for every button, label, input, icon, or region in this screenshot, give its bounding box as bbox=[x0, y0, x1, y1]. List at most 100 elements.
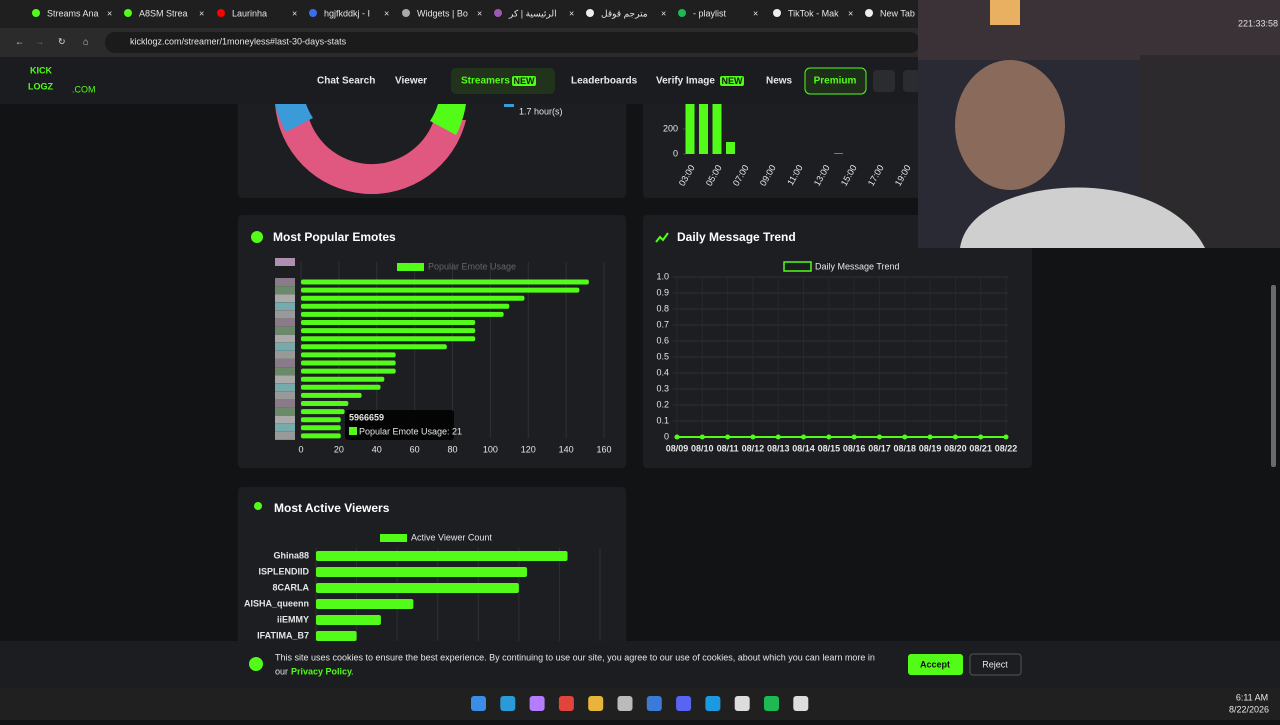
taskbar-icon[interactable] bbox=[705, 696, 721, 711]
bar bbox=[301, 409, 345, 415]
tab-close[interactable]: × bbox=[292, 8, 297, 18]
icon-button[interactable] bbox=[903, 70, 920, 92]
emote-image bbox=[275, 310, 295, 319]
privacy-link[interactable]: Privacy Policy bbox=[291, 666, 352, 676]
bar bbox=[301, 344, 447, 350]
cookie-icon bbox=[249, 657, 263, 671]
bar bbox=[301, 392, 362, 398]
y-tick-label: 0.1 bbox=[656, 415, 669, 425]
webcam-person bbox=[955, 60, 1065, 190]
tab-title[interactable]: Widgets | Bo bbox=[417, 8, 468, 18]
emote-image bbox=[275, 294, 295, 303]
badge: NEW bbox=[514, 76, 536, 86]
scrollbar[interactable] bbox=[1271, 285, 1276, 467]
nav-item[interactable]: Leaderboards bbox=[571, 76, 638, 87]
taskbar-icon[interactable] bbox=[646, 696, 662, 711]
bar bbox=[316, 567, 527, 577]
logo: .COM bbox=[72, 84, 96, 94]
taskbar-icon[interactable] bbox=[617, 696, 633, 711]
omnibox[interactable] bbox=[105, 32, 920, 53]
clock-time: 6:11 AM bbox=[1236, 692, 1268, 702]
card-title: Daily Message Trend bbox=[677, 230, 796, 244]
x-tick-label: 100 bbox=[483, 444, 498, 454]
nav-item[interactable]: Viewer bbox=[395, 76, 427, 87]
taskbar-icon[interactable] bbox=[500, 696, 516, 711]
tab-title[interactable]: TikTok - Mak bbox=[788, 8, 839, 18]
taskbar-icon[interactable] bbox=[471, 696, 486, 711]
point bbox=[699, 434, 705, 440]
home[interactable]: ⌂ bbox=[83, 36, 88, 46]
legend-label: Popular Emote Usage bbox=[428, 261, 516, 271]
bar bbox=[726, 142, 735, 154]
bar bbox=[301, 320, 476, 325]
emote-image bbox=[275, 342, 295, 351]
taskbar-icon[interactable] bbox=[793, 696, 809, 711]
icon-button[interactable] bbox=[873, 70, 895, 92]
y-tick-label: 0.6 bbox=[656, 335, 669, 345]
bar bbox=[301, 360, 396, 366]
accept-button[interactable] bbox=[908, 654, 963, 675]
bar bbox=[699, 104, 708, 154]
tab-close[interactable]: × bbox=[569, 8, 574, 18]
tab-title[interactable]: - playlist bbox=[693, 8, 727, 18]
taskbar-icon[interactable] bbox=[764, 696, 779, 711]
badge: NEW bbox=[722, 76, 744, 86]
webcam-lamp bbox=[990, 0, 1020, 25]
y-tick-label: 0.3 bbox=[656, 383, 669, 393]
tab-title[interactable]: مترجم قوقل bbox=[601, 8, 648, 19]
tab-title[interactable]: Laurinha bbox=[232, 8, 267, 18]
tab-close[interactable]: × bbox=[661, 8, 666, 18]
x-tick-label: 60 bbox=[410, 444, 420, 454]
tab-close[interactable]: × bbox=[753, 8, 758, 18]
nav-item[interactable]: Verify Image bbox=[656, 76, 715, 87]
nav-item[interactable]: Streamers bbox=[461, 76, 510, 87]
logo[interactable]: LOGZ bbox=[28, 81, 53, 91]
legend-swatch bbox=[397, 263, 424, 271]
premium-button[interactable] bbox=[804, 67, 867, 95]
logo[interactable]: KICK bbox=[30, 65, 52, 75]
card-title: Most Active Viewers bbox=[274, 501, 390, 515]
tab-close[interactable]: × bbox=[848, 8, 853, 18]
y-tick-label: 0.7 bbox=[656, 319, 669, 329]
bar bbox=[301, 328, 476, 334]
nav-forward[interactable]: → bbox=[35, 36, 44, 46]
emote-image bbox=[275, 359, 295, 367]
emote-image bbox=[275, 258, 295, 266]
tab-title[interactable]: New Tab bbox=[880, 8, 915, 18]
emote-image bbox=[275, 350, 295, 359]
tab-close[interactable]: × bbox=[199, 8, 204, 18]
y-tick-label: Ghina88 bbox=[273, 550, 309, 560]
taskbar-icon[interactable] bbox=[588, 696, 604, 711]
tab-close[interactable]: × bbox=[477, 8, 482, 18]
reject-button[interactable] bbox=[969, 653, 1022, 676]
legend-swatch bbox=[380, 534, 407, 542]
nav-item[interactable]: News bbox=[766, 76, 793, 87]
tab-title[interactable]: Streams Ana bbox=[47, 8, 99, 18]
tab-title[interactable]: A8SM Strea bbox=[139, 8, 188, 18]
nav-item[interactable]: Chat Search bbox=[317, 76, 375, 87]
taskbar-icon[interactable] bbox=[558, 696, 574, 711]
emote-image bbox=[275, 278, 295, 286]
tab-close[interactable]: × bbox=[107, 8, 112, 18]
tooltip-label: Popular Emote Usage: 21 bbox=[359, 426, 462, 436]
reload[interactable]: ↻ bbox=[58, 36, 66, 46]
bar bbox=[316, 551, 568, 561]
x-tick-label: 08/19 bbox=[919, 443, 942, 453]
tab-icon bbox=[678, 9, 686, 17]
reject-button[interactable]: Reject bbox=[982, 659, 1008, 669]
emote-image bbox=[275, 399, 295, 408]
taskbar-icon[interactable] bbox=[529, 696, 545, 711]
accept-button[interactable]: Accept bbox=[920, 659, 950, 669]
tab-title[interactable]: الرئيسية | كر bbox=[508, 8, 557, 19]
taskbar-icon[interactable] bbox=[734, 696, 750, 711]
stream-timer: 221:33:58 bbox=[1238, 18, 1278, 28]
tab-close[interactable]: × bbox=[384, 8, 389, 18]
point bbox=[750, 434, 756, 440]
tab-title[interactable]: hgjfkddkj - I bbox=[324, 8, 370, 18]
taskbar-icon[interactable] bbox=[676, 696, 692, 711]
premium-button[interactable]: Premium bbox=[814, 76, 857, 87]
donut-segment bbox=[275, 104, 313, 132]
nav-back[interactable]: ← bbox=[15, 36, 24, 46]
url[interactable]: kicklogz.com/streamer/1moneyless#last-30… bbox=[130, 36, 347, 46]
cookie-text: our bbox=[275, 666, 288, 676]
